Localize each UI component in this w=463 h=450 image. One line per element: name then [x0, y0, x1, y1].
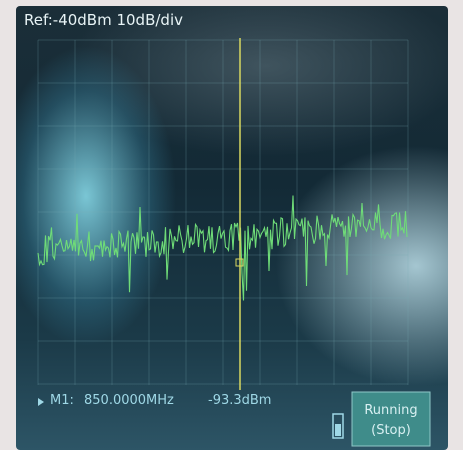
marker-level: -93.3dBm — [208, 393, 271, 408]
reference-label: Ref:-40dBm 10dB/div — [24, 11, 183, 29]
button-state[interactable]: Running — [364, 403, 417, 418]
marker-arrow — [38, 398, 44, 406]
button-action[interactable]: (Stop) — [371, 423, 411, 438]
run-stop-button[interactable]: Running (Stop) — [352, 392, 430, 446]
device-photo: Ref:-40dBm 10dB/div M1: 850.0000MHz -93.… — [0, 0, 463, 450]
marker-label: M1: — [50, 393, 74, 408]
grid — [38, 40, 408, 385]
battery-level — [335, 424, 341, 436]
marker-frequency: 850.0000MHz — [84, 393, 174, 408]
display: Ref:-40dBm 10dB/div M1: 850.0000MHz -93.… — [0, 0, 463, 450]
